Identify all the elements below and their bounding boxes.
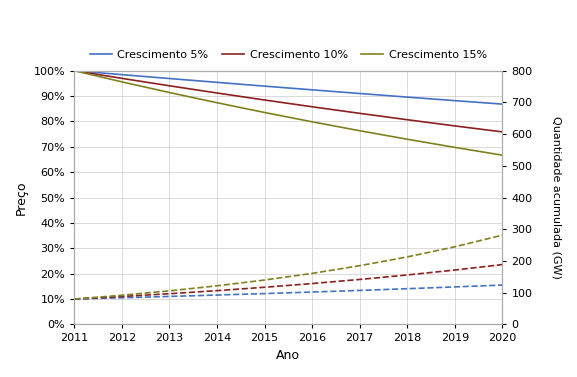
Crescimento 15% <box>213 100 220 105</box>
Crescimento 15% <box>309 120 316 124</box>
Crescimento 15% <box>71 68 78 73</box>
Crescimento 15% <box>166 90 173 95</box>
Crescimento 10% <box>499 130 506 134</box>
Crescimento 10% <box>213 91 220 95</box>
Crescimento 10% <box>71 68 78 73</box>
Crescimento 10% <box>166 84 173 88</box>
Line: Crescimento 5%: Crescimento 5% <box>74 70 503 104</box>
Crescimento 5% <box>118 72 125 77</box>
Crescimento 15% <box>118 80 125 84</box>
Crescimento 15% <box>499 153 506 158</box>
Y-axis label: Quantidade acumulada (GW): Quantidade acumulada (GW) <box>552 116 562 279</box>
Crescimento 10% <box>261 98 268 102</box>
Line: Crescimento 15%: Crescimento 15% <box>74 70 503 155</box>
X-axis label: Ano: Ano <box>276 349 300 362</box>
Crescimento 15% <box>261 110 268 115</box>
Line: Crescimento 10%: Crescimento 10% <box>74 70 503 132</box>
Crescimento 15% <box>356 129 363 133</box>
Crescimento 10% <box>404 118 411 122</box>
Crescimento 10% <box>309 104 316 109</box>
Crescimento 5% <box>499 102 506 106</box>
Crescimento 15% <box>404 137 411 141</box>
Crescimento 5% <box>166 76 173 81</box>
Crescimento 5% <box>451 98 458 103</box>
Crescimento 10% <box>118 76 125 81</box>
Y-axis label: Preço: Preço <box>15 180 28 215</box>
Crescimento 5% <box>261 84 268 88</box>
Crescimento 5% <box>404 95 411 100</box>
Crescimento 15% <box>451 145 458 150</box>
Crescimento 10% <box>451 124 458 128</box>
Crescimento 5% <box>213 80 220 84</box>
Crescimento 5% <box>309 87 316 92</box>
Crescimento 5% <box>71 68 78 73</box>
Crescimento 5% <box>356 91 363 96</box>
Legend: Crescimento 5%, Crescimento 10%, Crescimento 15%: Crescimento 5%, Crescimento 10%, Crescim… <box>85 46 492 65</box>
Crescimento 10% <box>356 111 363 116</box>
